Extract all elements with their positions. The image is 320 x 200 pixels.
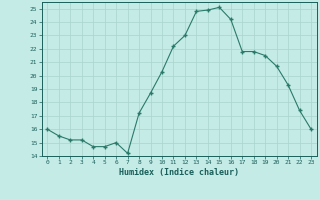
X-axis label: Humidex (Indice chaleur): Humidex (Indice chaleur) [119, 168, 239, 177]
